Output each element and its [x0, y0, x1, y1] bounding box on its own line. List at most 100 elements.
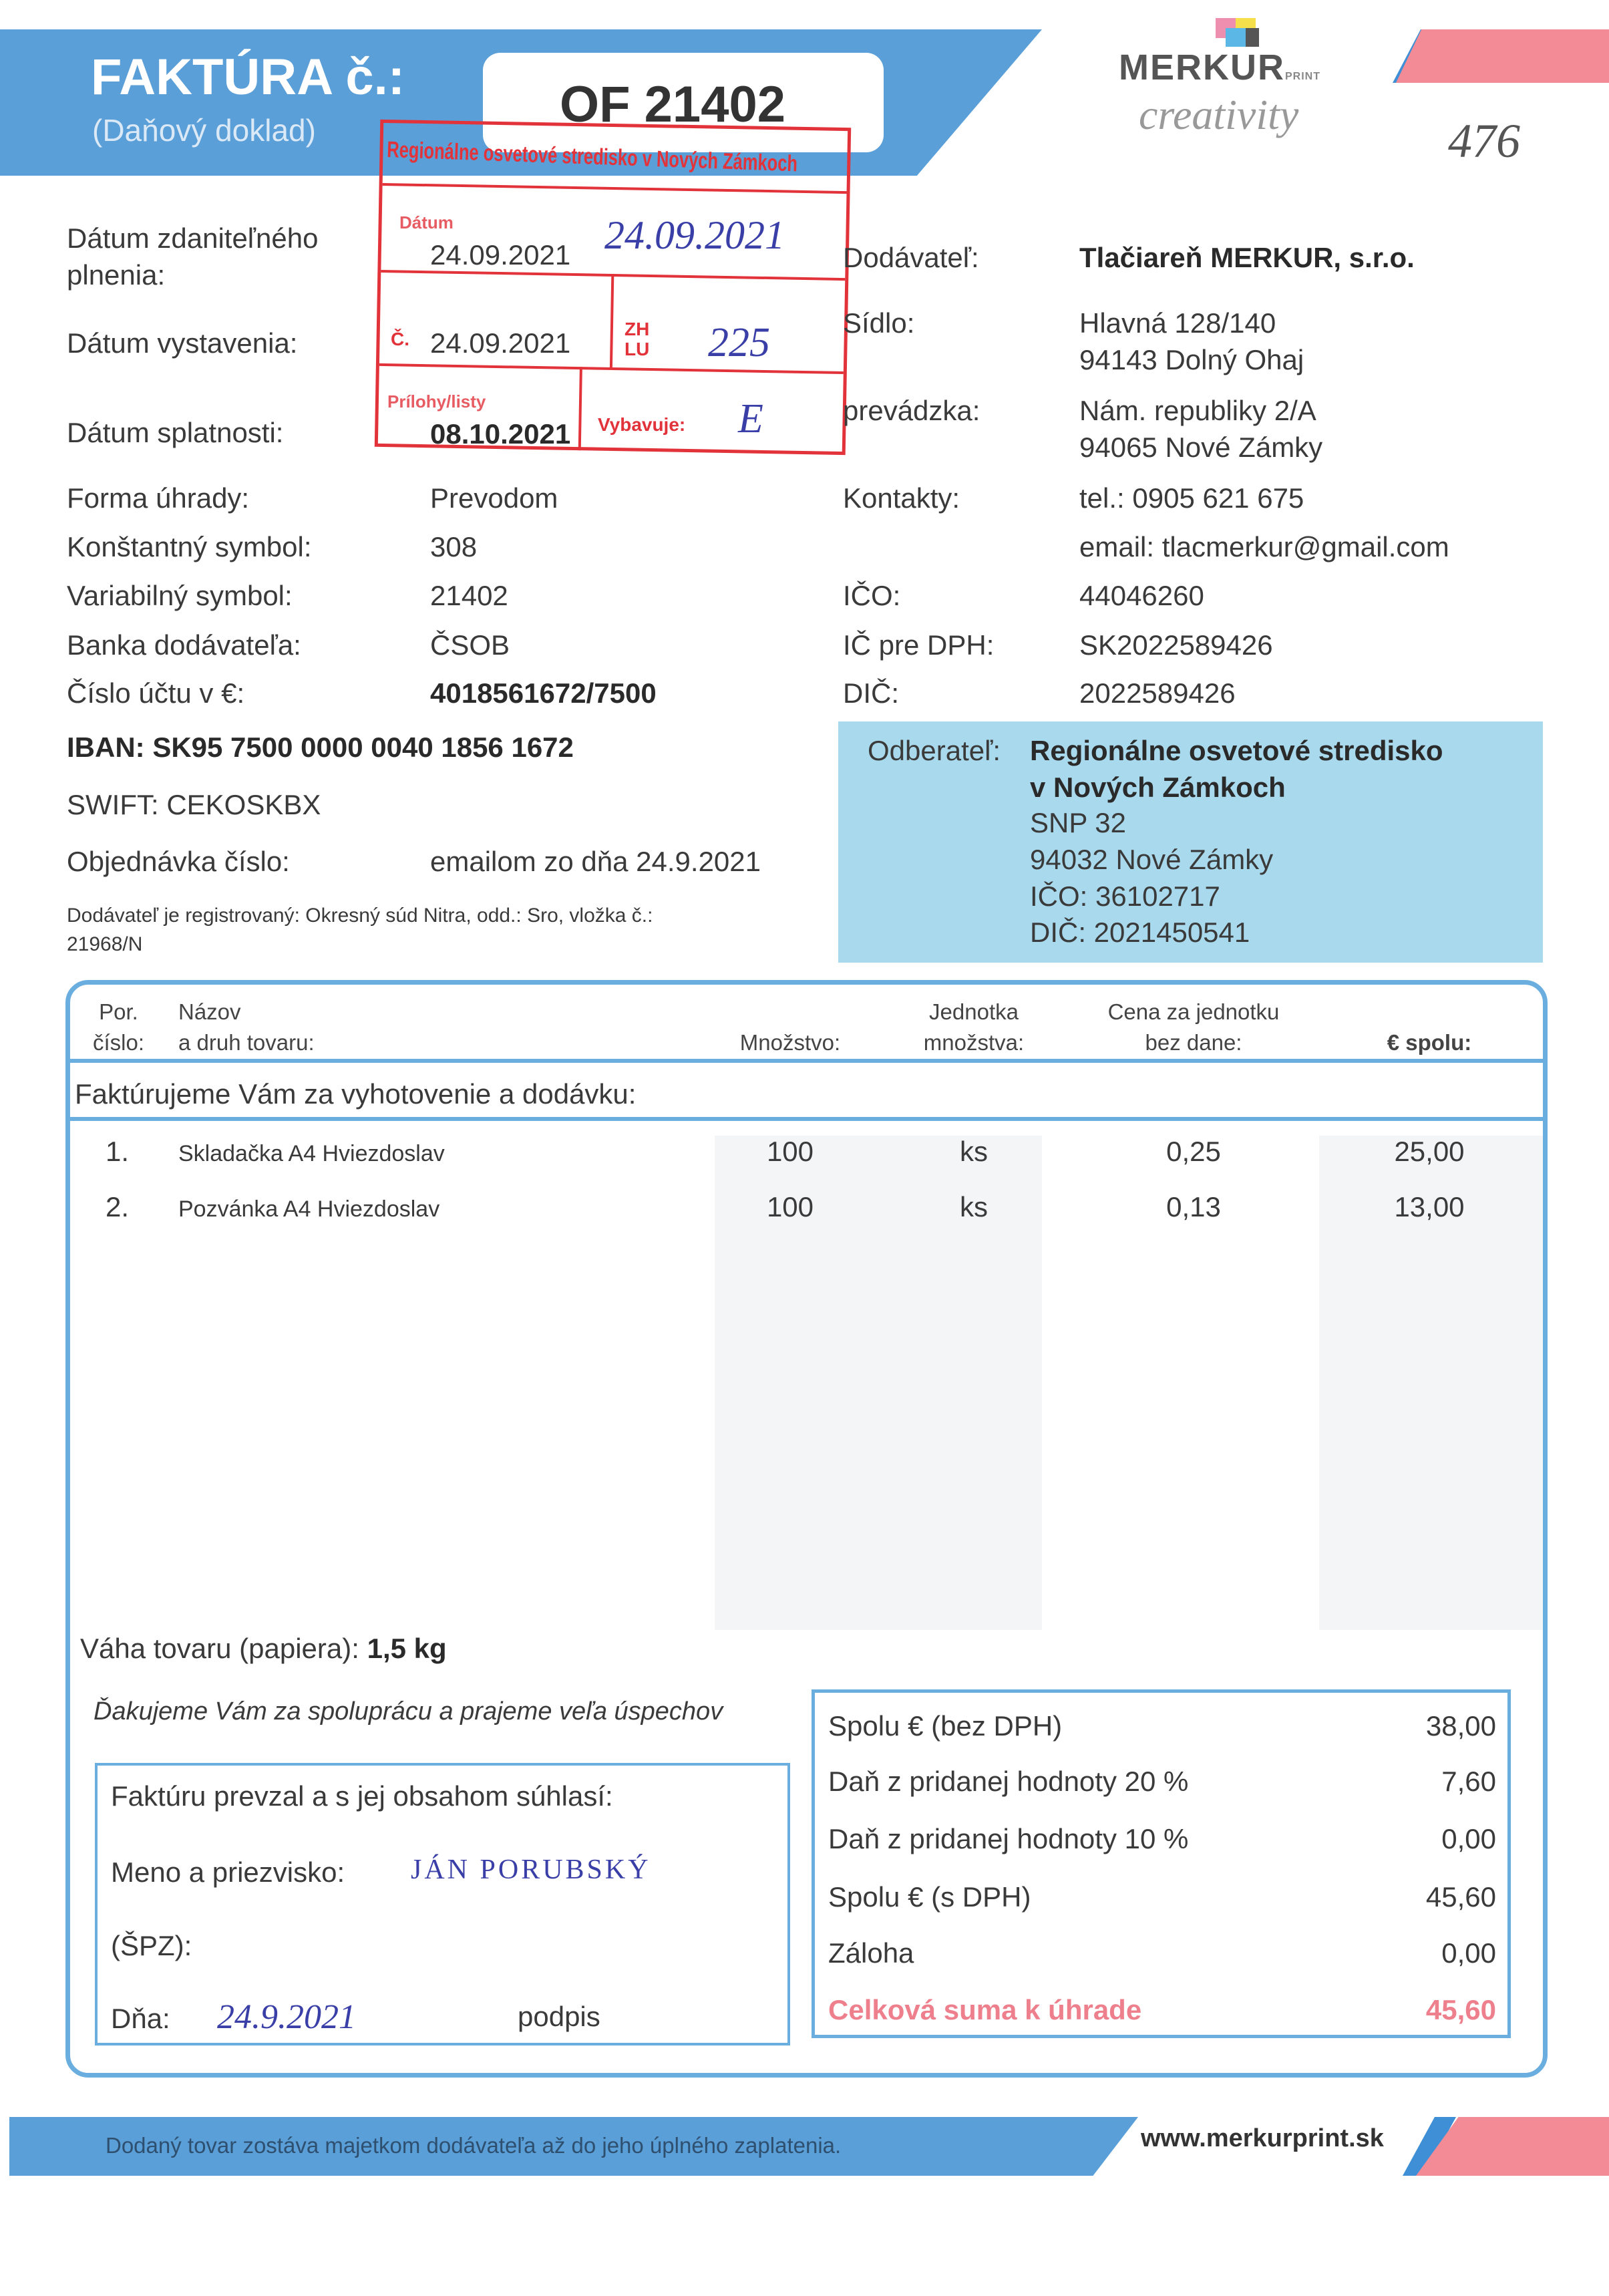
- receipt-spz-label: (ŠPZ):: [111, 1930, 192, 1961]
- value-iban: IBAN: SK95 7500 0000 0040 1856 1672: [67, 731, 574, 763]
- thanks-note: Ďakujeme Vám za spoluprácu a prajeme veľ…: [94, 1697, 723, 1726]
- row-name: Skladačka A4 Hviezdoslav: [178, 1141, 445, 1166]
- total-value: 7,60: [1441, 1766, 1496, 1797]
- th-cena: Cena za jednotku bez dane:: [1107, 999, 1280, 1055]
- footer-website[interactable]: www.merkurprint.sk: [1141, 2124, 1384, 2152]
- table-divider: [65, 1059, 1548, 1063]
- customer-ico: IČO: 36102717: [1030, 880, 1220, 912]
- total-row: Spolu € (bez DPH) 38,00: [828, 1710, 1496, 1742]
- grand-total-label: Celková suma k úhrade: [828, 1994, 1142, 2025]
- value-datum-plnenia: 24.09.2021: [430, 239, 571, 271]
- value-swift: SWIFT: CEKOSKBX: [67, 789, 321, 820]
- value-objednavka: emailom zo dňa 24.9.2021: [430, 846, 761, 877]
- value-sidlo-1: Hlavná 128/140: [1079, 307, 1276, 339]
- value-datum-splatnosti: 08.10.2021: [430, 418, 571, 450]
- label-ucet: Číslo účtu v €:: [67, 677, 245, 709]
- row-qty: 100: [766, 1191, 814, 1222]
- logo-text: MERKUR: [1119, 47, 1285, 88]
- value-tel: tel.: 0905 621 675: [1079, 482, 1304, 514]
- customer-city: 94032 Nové Zámky: [1030, 844, 1274, 875]
- grand-total-value: 45,60: [1425, 1994, 1496, 2025]
- total-label: Spolu € (bez DPH): [828, 1710, 1063, 1742]
- total-value: 38,00: [1425, 1710, 1496, 1742]
- label-ico: IČO:: [843, 580, 901, 611]
- th-nazov: Názov a druh tovaru:: [178, 999, 315, 1055]
- logo-cube-icon: [1216, 18, 1259, 47]
- header-stripe-pink: [1396, 29, 1609, 83]
- receipt-sign-label: podpis: [518, 2001, 600, 2032]
- label-objednavka: Objednávka číslo:: [67, 846, 290, 877]
- value-sidlo-2: 94143 Dolný Ohaj: [1079, 344, 1304, 375]
- value-prevadzka-2: 94065 Nové Zámky: [1079, 432, 1323, 463]
- stamp-no-label: Č.: [391, 329, 409, 349]
- weight-value: 1,5 kg: [367, 1633, 447, 1664]
- row-price: 0,13: [1166, 1191, 1221, 1222]
- label-datum-plnenia: Dátum zdaniteľného: [67, 222, 319, 254]
- value-ico: 44046260: [1079, 580, 1204, 611]
- row-unit: ks: [960, 1136, 988, 1167]
- stamp-zh-value: 225: [708, 320, 770, 365]
- th-por: Por. číslo:: [92, 999, 145, 1055]
- customer-dic: DIČ: 2021450541: [1030, 917, 1250, 948]
- total-label: Daň z pridanej hodnoty 20 %: [828, 1766, 1189, 1797]
- label-datum-vystavenia: Dátum vystavenia:: [67, 327, 298, 359]
- stamp-zh-label: ZH LU: [624, 319, 650, 359]
- th-mnozstvo: Množstvo:: [739, 1030, 841, 1055]
- invoice-number-box: [483, 53, 884, 152]
- value-dic: 2022589426: [1079, 677, 1236, 709]
- invoice-title: FAKTÚRA č.:: [91, 49, 405, 106]
- total-label: Záloha: [828, 1937, 914, 1969]
- total-row: Daň z pridanej hodnoty 20 % 7,60: [828, 1766, 1496, 1798]
- row-name: Pozvánka A4 Hviezdoslav: [178, 1196, 440, 1222]
- registracia-line2: 21968/N: [67, 933, 143, 955]
- row-total: 25,00: [1394, 1136, 1465, 1167]
- footer-band: [9, 2117, 1138, 2176]
- merkur-logo: MERKURPRINT: [1119, 47, 1320, 88]
- total-value: 0,00: [1441, 1937, 1496, 1969]
- customer-street: SNP 32: [1030, 807, 1126, 838]
- row-no: 1.: [106, 1136, 130, 1167]
- value-forma: Prevodom: [430, 482, 558, 514]
- value-ucet: 4018561672/7500: [430, 677, 657, 709]
- label-vs: Variabilný symbol:: [67, 580, 293, 611]
- stamp-prilohy-label: Prílohy/listy: [387, 391, 486, 412]
- items-table: [65, 980, 1548, 2078]
- value-email: email: tlacmerkur@gmail.com: [1079, 531, 1449, 562]
- column-shade: [715, 1136, 1042, 1630]
- registracia-line1: Dodávateľ je registrovaný: Okresný súd N…: [67, 905, 653, 927]
- table-intro: Faktúrujeme Vám za vyhotovenie a dodávku…: [75, 1078, 637, 1110]
- handwritten-ref: 476: [1448, 114, 1520, 168]
- receipt-box: [95, 1763, 790, 2045]
- stamp-date-value: 24.09.2021: [604, 213, 785, 257]
- label-forma: Forma úhrady:: [67, 482, 250, 514]
- receipt-date-value: 24.9.2021: [217, 1998, 356, 2036]
- row-no: 2.: [106, 1191, 130, 1222]
- total-row: Daň z pridanej hodnoty 10 % 0,00: [828, 1823, 1496, 1855]
- label-odberatel: Odberateľ:: [868, 735, 1001, 766]
- weight-label: Váha tovaru (papiera): 1,5 kg: [80, 1633, 447, 1665]
- total-value: 45,60: [1425, 1881, 1496, 1913]
- th-spolu: € spolu:: [1387, 1030, 1472, 1055]
- customer-name-1: Regionálne osvetové stredisko: [1030, 735, 1443, 766]
- label-datum-splatnosti: Dátum splatnosti:: [67, 417, 284, 448]
- stamp-vybavuje-value: E: [738, 396, 763, 442]
- table-divider: [65, 1117, 1548, 1121]
- label-kontakty: Kontakty:: [843, 482, 960, 514]
- row-price: 0,25: [1166, 1136, 1221, 1167]
- footer-note: Dodaný tovar zostáva majetkom dodávateľa…: [106, 2133, 842, 2158]
- customer-name-2: v Nových Zámkoch: [1030, 772, 1286, 803]
- label-dic: DIČ:: [843, 677, 899, 709]
- value-ks: 308: [430, 531, 478, 562]
- grand-total-row: Celková suma k úhrade 45,60: [828, 1994, 1496, 2026]
- value-dodavatel: Tlačiareň MERKUR, s.r.o.: [1079, 242, 1415, 273]
- stamp-vybavuje-label: Vybavuje:: [598, 414, 686, 435]
- logo-tagline: creativity: [1139, 91, 1299, 138]
- logo-sub: PRINT: [1285, 71, 1320, 82]
- row-total: 13,00: [1394, 1191, 1465, 1222]
- receipt-title: Faktúru prevzal a s jej obsahom súhlasí:: [111, 1780, 613, 1812]
- value-banka: ČSOB: [430, 629, 510, 661]
- receipt-name-value: JÁN PORUBSKÝ: [411, 1854, 651, 1885]
- label-prevadzka: prevádzka:: [843, 395, 980, 426]
- label-dodavatel: Dodávateľ:: [843, 242, 979, 273]
- total-row: Záloha 0,00: [828, 1937, 1496, 1969]
